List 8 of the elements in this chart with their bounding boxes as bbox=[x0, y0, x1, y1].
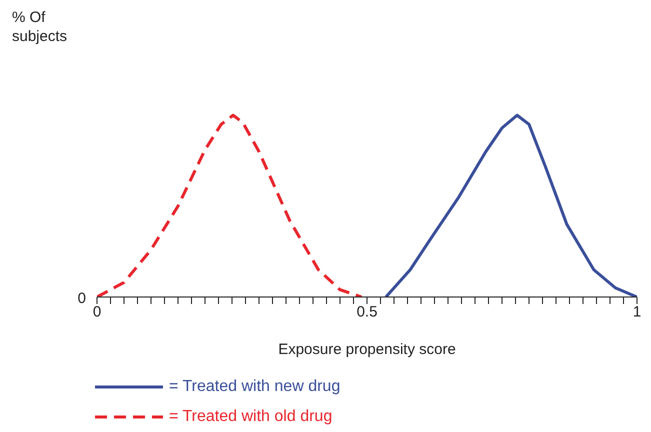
x-tick-label: 1 bbox=[632, 304, 642, 321]
text: 0 bbox=[78, 290, 86, 307]
x-axis-title: Exposure propensity score bbox=[278, 341, 456, 358]
y-axis-title: % Of subjects bbox=[12, 9, 68, 45]
legend-label: = Treated with old drug bbox=[169, 408, 332, 426]
x-tick-label: 0.5 bbox=[356, 304, 378, 321]
legend-label: = Treated with new drug bbox=[169, 378, 340, 396]
x-tick-label: 0 bbox=[92, 304, 102, 321]
